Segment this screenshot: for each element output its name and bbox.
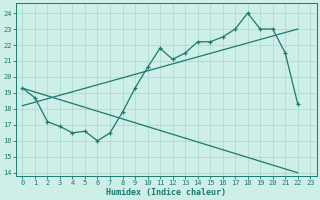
X-axis label: Humidex (Indice chaleur): Humidex (Indice chaleur) xyxy=(106,188,226,197)
